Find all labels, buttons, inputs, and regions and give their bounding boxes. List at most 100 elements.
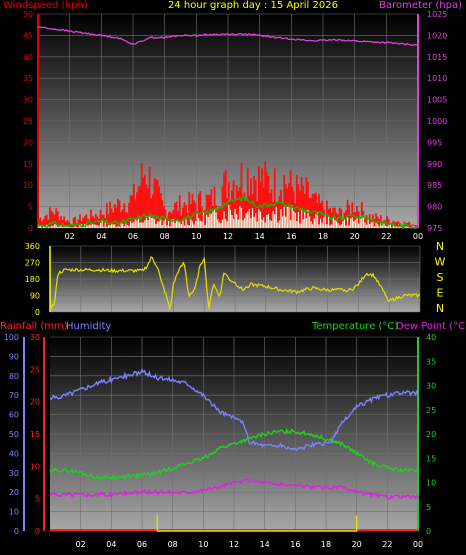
rain-rate-line	[156, 515, 358, 532]
wind-speed-bar	[315, 214, 317, 228]
gust-bar	[63, 216, 66, 228]
wind-speed-bar	[237, 219, 239, 228]
gust-bar	[292, 191, 295, 228]
temp-x-tick: 20	[352, 540, 362, 549]
wind-speed-bar	[103, 226, 105, 228]
wind-speed-bar	[188, 225, 190, 228]
wind-y-tick: 20	[23, 138, 33, 147]
gust-bar	[246, 168, 249, 228]
gust-bar	[223, 172, 225, 228]
gust-bar	[207, 194, 210, 228]
gust-bar	[169, 211, 172, 228]
wind-speed-bar	[286, 206, 288, 228]
wind-speed-bar	[220, 223, 222, 228]
wind-speed-bar	[42, 226, 45, 228]
rainfall-y-tick: 5	[35, 495, 40, 504]
humidity-y-tick: 60	[9, 411, 19, 420]
temperature-y-tick: 15	[426, 454, 436, 463]
wind-speed-bar	[130, 220, 132, 228]
gust-bar	[121, 209, 124, 228]
wind-speed-bar	[160, 219, 162, 228]
wind-speed-bar	[263, 217, 265, 228]
wind-speed-bar	[388, 225, 390, 228]
gust-bar	[281, 201, 284, 228]
wind-speed-bar	[182, 220, 184, 228]
temperature-y-tick: 35	[426, 357, 436, 366]
gust-bar	[77, 219, 80, 228]
wind-speed-bar	[149, 216, 151, 228]
wind-speed-bar	[120, 223, 122, 228]
wind-speed-bar	[98, 225, 100, 228]
wind-speed-bar	[101, 221, 103, 228]
wind-speed-bar	[296, 221, 298, 228]
gust-bar	[373, 219, 376, 228]
gust-bar	[177, 210, 180, 228]
wind-speed-bar	[201, 221, 203, 228]
wind-speed-bar	[134, 218, 136, 228]
wind-speed-bar	[255, 213, 257, 228]
wind-speed-bar	[49, 227, 51, 228]
wind-speed-bar	[128, 225, 130, 228]
temp-x-tick: 14	[260, 540, 270, 549]
gust-bar	[360, 202, 363, 228]
temp-x-tick: 04	[106, 540, 116, 549]
wind-speed-bar	[125, 223, 127, 228]
gust-bar	[237, 191, 240, 228]
wind-speed-bar	[400, 226, 402, 228]
wind-x-tick: 12	[223, 232, 233, 241]
gust-bar	[398, 222, 401, 228]
gust-bar	[368, 214, 371, 228]
gust-bar	[117, 198, 119, 228]
wind-y-tick: 15	[23, 160, 33, 169]
gust-bar	[83, 216, 86, 228]
wind-speed-bar	[171, 219, 173, 228]
wind-speed-bar	[139, 222, 141, 228]
humidity-y-tick: 80	[9, 372, 19, 381]
wind-x-tick: 06	[128, 232, 138, 241]
gust-bar	[276, 201, 279, 228]
gust-bar	[131, 195, 134, 228]
gust-bar	[67, 221, 70, 228]
wind-speed-bar	[378, 226, 380, 228]
gust-bar	[109, 201, 111, 228]
wind-speed-bar	[275, 206, 277, 228]
wind-speed-bar	[57, 226, 59, 228]
gust-bar	[71, 224, 73, 228]
humidity-y-tick: 90	[9, 352, 19, 361]
gust-bar	[338, 207, 341, 228]
wind-speed-bar	[289, 220, 292, 228]
gust-bar	[390, 222, 393, 228]
wind-speed-bar	[136, 220, 138, 228]
wind-speed-bar	[383, 223, 385, 228]
wind-speed-bar	[217, 219, 219, 228]
gust-bar	[41, 221, 43, 228]
wind-y-tick: 35	[23, 74, 33, 83]
gust-bar	[107, 214, 110, 228]
wind-x-tick: 16	[286, 232, 296, 241]
wind-speed-bar	[87, 225, 89, 228]
temperature-y-tick: 20	[426, 430, 436, 439]
wind-y-tick: 30	[23, 96, 33, 105]
wind-speed-bar	[251, 208, 254, 228]
wind-speed-bar	[231, 215, 233, 228]
wind-speed-bar	[153, 218, 155, 228]
wind-speed-bar	[156, 221, 159, 228]
gust-bar	[392, 220, 395, 228]
gust-bar	[308, 198, 311, 228]
gust-bar	[143, 175, 146, 228]
wind-x-tick: 10	[191, 232, 201, 241]
wind-speed-bar	[155, 223, 157, 228]
gust-bar	[254, 180, 257, 228]
gust-bar	[395, 221, 398, 228]
gust-bar	[314, 192, 317, 228]
wind-speed-bar	[137, 218, 140, 228]
temperature-axis-label: Temperature (°C)	[312, 321, 399, 332]
wind-speed-bar	[365, 224, 368, 228]
gust-bar	[210, 189, 213, 228]
gust-bar	[235, 185, 238, 228]
gust-bar	[151, 194, 154, 228]
wind-speed-bar	[104, 222, 106, 228]
wind-speed-bar	[269, 219, 271, 228]
gust-bar	[224, 169, 227, 228]
wind-speed-bar	[327, 216, 330, 228]
